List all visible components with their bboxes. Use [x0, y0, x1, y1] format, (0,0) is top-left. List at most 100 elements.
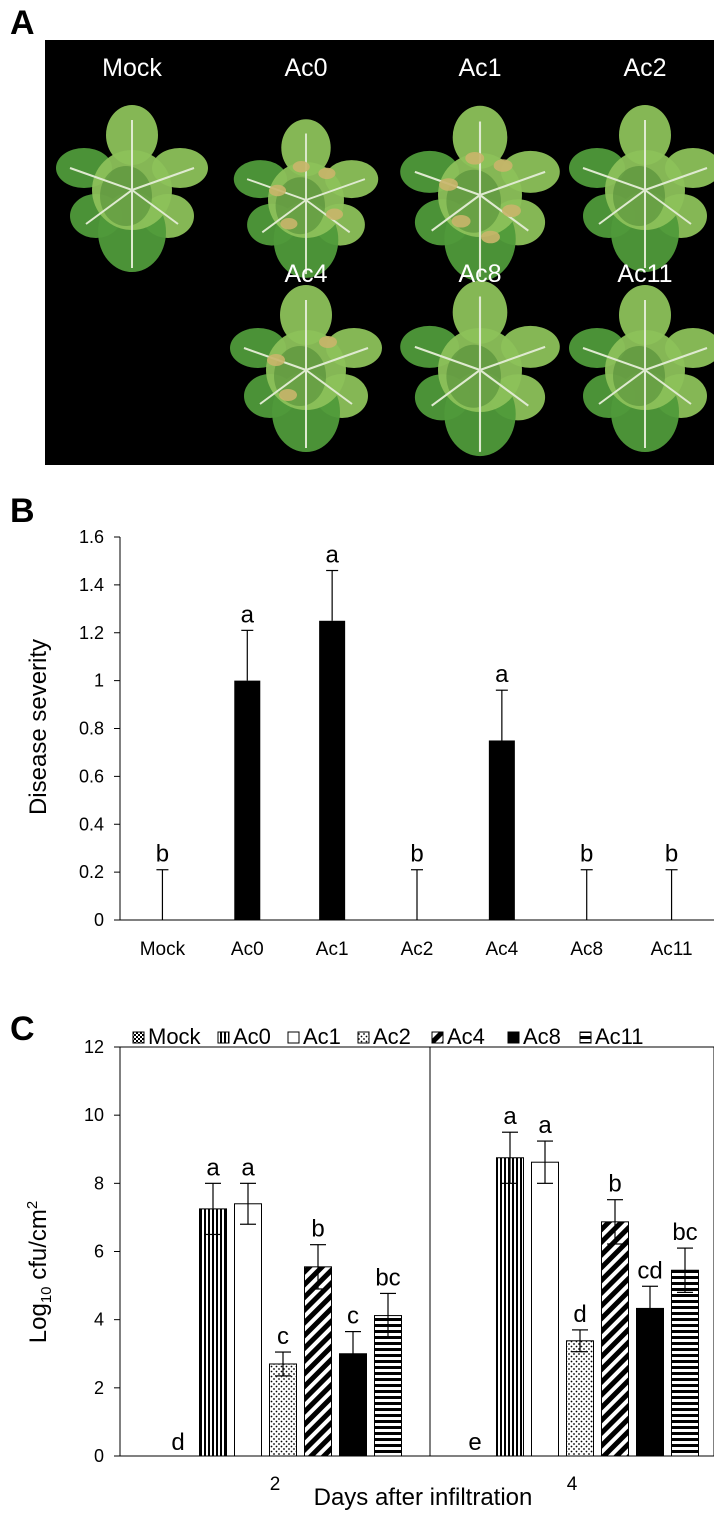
chart-b-ytick-label: 1.4 [79, 575, 104, 595]
chart-c-ytick-label: 4 [94, 1310, 104, 1330]
leaf-shade [613, 346, 665, 406]
chart-b-ylabel: Disease severity [25, 639, 52, 815]
chart-b-bars: b a a b a b b [156, 542, 678, 920]
chart-b-bar-ac1 [319, 620, 346, 920]
leaf-lesion [292, 161, 310, 173]
leaf-lesion [439, 178, 458, 191]
chart-c-sig-letter: a [538, 1112, 552, 1139]
leaf-label-ac1: Ac1 [458, 54, 501, 82]
chart-b-xtick-label: Ac0 [231, 939, 264, 960]
chart-c-xlabel: Days after infiltration [314, 1484, 533, 1511]
chart-c-ytick-label: 12 [84, 1037, 104, 1057]
leaf-label-ac8: Ac8 [458, 260, 501, 288]
ylabel-main: Log [25, 1303, 52, 1343]
chart-b-sig-letter: b [580, 841, 593, 868]
leaf-row1-2 [400, 105, 560, 282]
chart-c-sig-letter: cd [637, 1257, 662, 1284]
chart-b-sig-letter: b [410, 841, 423, 868]
chart-b-axes: 0 0.2 0.4 0.6 0.8 1 1.2 1.4 1.6 Mock Ac0 Ac1 Ac2 Ac4 A… [79, 527, 714, 960]
legend-label-ac2: Ac2 [373, 1024, 411, 1049]
leaf-row1-1 [233, 119, 379, 278]
chart-b-xtick-label: Ac4 [485, 939, 518, 960]
leaf-label-ac11: Ac11 [617, 260, 672, 288]
leaf-lesion [451, 214, 471, 228]
leaf-shade [446, 344, 501, 408]
chart-c-bar-ac11-day4 [671, 1269, 699, 1457]
leaf-vein [261, 199, 307, 234]
legend-swatch-ac4 [431, 1031, 444, 1044]
chart-c-sig-letter: c [347, 1303, 359, 1330]
chart-c-bar-ac4-day2 [304, 1266, 332, 1457]
legend-label-mock: Mock [148, 1024, 202, 1049]
chart-c-axes: 0 2 4 6 8 10 12 2 4 [84, 1037, 714, 1495]
chart-c-ylabel: Log10 cfu/cm2 [24, 1201, 55, 1343]
chart-b-bar-ac4 [488, 740, 515, 920]
legend-label-ac8: Ac8 [523, 1024, 561, 1049]
leaf-row1-3 [569, 105, 714, 272]
leaf-row1-0 [56, 105, 208, 272]
legend-label-ac11: Ac11 [595, 1024, 644, 1049]
chart-c-xtick-label: 2 [270, 1474, 281, 1495]
chart-b-sig-letter: b [665, 841, 678, 868]
leaf-vein [598, 189, 646, 225]
chart-b-bar-ac0 [234, 680, 261, 920]
chart-c-sig-letter: b [608, 1171, 621, 1198]
chart-c-bar-ac0-day4 [496, 1157, 524, 1457]
leaf-label-ac0: Ac0 [284, 54, 327, 82]
legend-label-ac1: Ac1 [303, 1024, 341, 1049]
chart-c-bar-ac2-day2 [269, 1363, 297, 1457]
leaf-lesion [280, 218, 298, 230]
chart-c-sig-letter: a [241, 1154, 255, 1181]
leaf-lesion [502, 204, 521, 218]
leaf-lesion [319, 336, 337, 348]
panel-c-letter: C [10, 1010, 35, 1048]
leaf-vein [259, 369, 307, 405]
ylabel-subscript: 10 [38, 1286, 55, 1303]
leaf-lesion [481, 230, 500, 244]
leaf-vein [644, 369, 692, 405]
chart-b-sig-letter: b [156, 841, 169, 868]
leaf-vein [305, 347, 369, 371]
ylabel-superscript: 2 [24, 1201, 41, 1209]
leaf-vein [479, 170, 546, 196]
legend-swatch-ac8 [507, 1031, 520, 1044]
leaf-lesion [267, 354, 285, 366]
leaf-label-ac4: Ac4 [284, 260, 327, 288]
legend-label-ac4: Ac4 [447, 1024, 485, 1049]
chart-b-ytick-label: 1 [94, 671, 104, 691]
chart-b-ytick-label: 1.6 [79, 527, 104, 547]
leaf-vein [414, 345, 481, 371]
chart-b-ytick-label: 0.4 [79, 814, 104, 834]
chart-b-xtick-label: Mock [140, 939, 186, 960]
leaf-shade [613, 166, 665, 226]
chart-b-xtick-label: Ac11 [651, 939, 693, 960]
chart-b-ytick-label: 0.2 [79, 862, 104, 882]
chart-c-ytick-label: 0 [94, 1446, 104, 1466]
leaf-vein [644, 189, 692, 225]
chart-c-sig-letter: a [206, 1154, 220, 1181]
chart-b-xtick-label: Ac1 [316, 939, 349, 960]
chart-c-legend: Mock Ac0 Ac1 Ac2 Ac4 Ac8 Ac11 [132, 1024, 644, 1049]
chart-b-xtick-label: Ac8 [570, 939, 603, 960]
chart-b-sig-letter: a [325, 542, 339, 569]
leaf-row2-2 [569, 285, 714, 452]
chart-b-sig-letter: a [241, 601, 255, 628]
panel-a-letter: A [10, 4, 35, 42]
bacterial-growth-chart: C Log10 cfu/cm2 Days after infiltration … [10, 1010, 714, 1511]
ylabel-rest: cfu/cm [25, 1209, 52, 1286]
leaf-lesion [465, 151, 485, 165]
leaf-vein [131, 167, 195, 191]
leaf-vein [85, 189, 133, 225]
legend-label-ac0: Ac0 [233, 1024, 271, 1049]
chart-c-bar-ac1-day4 [531, 1161, 559, 1457]
leaf-vein [598, 369, 646, 405]
leaf-row2-1 [400, 280, 560, 457]
leaf-vein [582, 347, 646, 371]
chart-c-bar-ac2-day4 [566, 1340, 594, 1457]
leaf-shade [100, 166, 152, 226]
leaf-vein [131, 189, 179, 225]
legend-swatch-ac2 [357, 1031, 370, 1044]
leaf-lesion [318, 167, 336, 180]
chart-b-sig-letter: a [495, 661, 509, 688]
